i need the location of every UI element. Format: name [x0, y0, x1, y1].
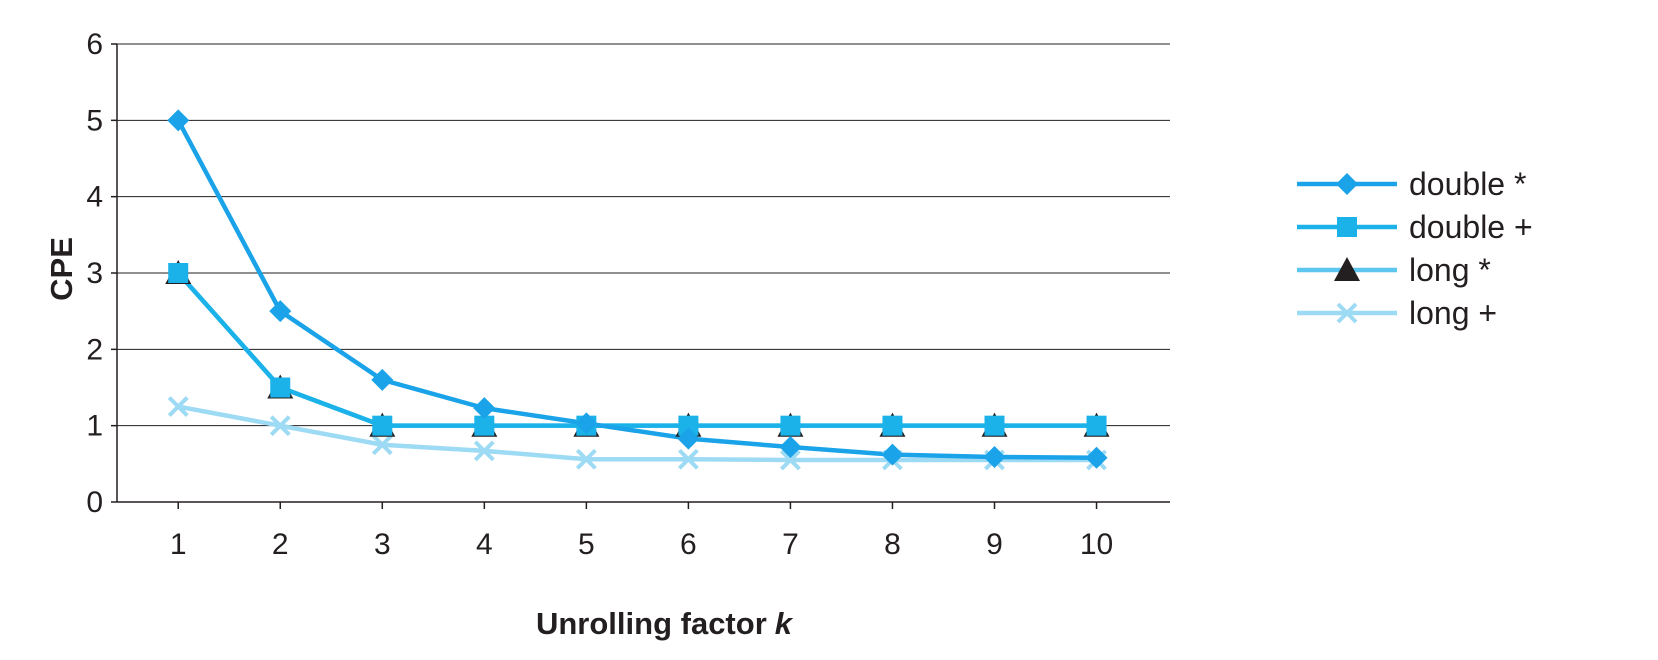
series-1-point — [168, 263, 189, 283]
legend-label: double * — [1409, 166, 1526, 202]
legend: double * double + long * long + — [1297, 166, 1533, 331]
x-tick-label: 7 — [782, 528, 799, 561]
series-1-point — [984, 415, 1005, 436]
series-lines — [176, 119, 1097, 463]
series-3-point — [167, 396, 189, 417]
x-marker-stroke — [1336, 302, 1358, 324]
series-1-point — [474, 415, 495, 436]
series-3-point — [780, 449, 801, 471]
x-marker-stroke — [780, 449, 801, 471]
series-3-point — [473, 440, 495, 462]
y-tick-label: 5 — [86, 104, 103, 137]
series-1-point — [780, 415, 801, 436]
series-0-point — [473, 397, 496, 420]
x-tick-label: 1 — [170, 528, 187, 561]
x-marker-stroke — [575, 448, 597, 470]
axes — [111, 43, 1170, 509]
series-0-point — [881, 443, 904, 466]
x-tick-label: 3 — [374, 528, 391, 561]
x-marker-stroke — [371, 434, 393, 456]
series-1-point — [372, 415, 393, 436]
x-marker-stroke — [269, 415, 291, 437]
y-tick-label: 0 — [86, 486, 103, 519]
series-0-point — [983, 445, 1006, 468]
legend-marker-3 — [1336, 302, 1358, 324]
series-0-point — [269, 300, 292, 323]
legend-marker-2 — [1334, 257, 1360, 282]
series-0-point — [779, 436, 802, 459]
series-line-3 — [177, 404, 1097, 463]
series-0-point — [167, 109, 190, 132]
y-tick-label: 1 — [86, 410, 103, 443]
x-axis-title-text: Unrolling factor — [536, 606, 767, 641]
legend-marker-1 — [1337, 217, 1357, 237]
legend-marker-0 — [1336, 173, 1358, 195]
x-tick-label: 8 — [884, 528, 901, 561]
series-3-point — [371, 434, 393, 456]
series-0-point — [1085, 446, 1108, 469]
x-marker-stroke — [677, 448, 699, 470]
x-tick-label: 6 — [680, 528, 697, 561]
x-axis-title-variable: k — [775, 606, 794, 641]
x-tick-label: 4 — [476, 528, 493, 561]
legend-label: double + — [1409, 209, 1533, 245]
x-tick-label: 5 — [578, 528, 595, 561]
series-0-point — [575, 412, 598, 435]
series-1-point — [882, 415, 903, 436]
series-1-point — [678, 415, 699, 436]
x-axis-title: Unrolling factor k — [536, 606, 794, 641]
series-3-point — [677, 448, 699, 470]
series-1-point — [270, 377, 291, 398]
y-tick-label: 4 — [86, 181, 103, 214]
legend-label: long * — [1409, 252, 1491, 288]
series-3-point — [575, 448, 597, 470]
series-0-point — [371, 368, 394, 391]
y-tick-label: 6 — [86, 28, 103, 61]
series-line-0 — [176, 119, 1097, 460]
x-marker-stroke — [167, 396, 189, 417]
y-axis-title: CPE — [44, 237, 79, 301]
x-tick-label: 2 — [272, 528, 289, 561]
series-line-1 — [176, 271, 1097, 428]
y-tick-label: 3 — [86, 257, 103, 290]
legend-label: long + — [1409, 295, 1497, 331]
grid-lines — [117, 43, 1170, 427]
series-3-point — [269, 415, 291, 437]
y-tick-label: 2 — [86, 333, 103, 366]
tick-labels: 0 1 2 3 4 5 6 1 2 3 4 5 6 7 8 9 10 — [86, 28, 1113, 561]
x-tick-label: 10 — [1080, 528, 1113, 561]
x-tick-label: 9 — [986, 528, 1003, 561]
series-1-point — [1086, 415, 1107, 436]
x-marker-stroke — [473, 440, 495, 462]
series-markers — [165, 109, 1110, 471]
series-0-point — [677, 427, 700, 450]
